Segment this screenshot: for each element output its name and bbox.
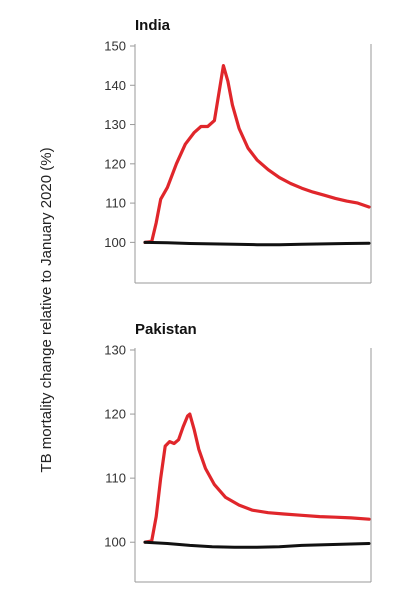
y-tick-label: 130	[104, 117, 126, 132]
panel-title: India	[135, 17, 171, 34]
panel-pakistan: Pakistan 100 110 120 130	[104, 321, 372, 583]
y-tick-label: 120	[104, 156, 126, 171]
y-tick-label: 150	[104, 39, 126, 54]
y-tick-label: 110	[105, 196, 126, 211]
series-line-black	[143, 240, 371, 247]
y-tick-label: 100	[104, 535, 126, 550]
y-tick-label: 140	[104, 78, 126, 93]
chart-panels: India 100 110 120 130 140 150 Pakistan 100 110 120…	[104, 17, 372, 583]
y-axis-label: TB mortality change relative to January …	[38, 147, 55, 472]
panel-india: India 100 110 120 130 140 150	[104, 17, 372, 284]
series-line-black	[143, 540, 371, 549]
panel-title: Pakistan	[135, 321, 197, 338]
y-tick-label: 110	[105, 471, 126, 486]
y-tick-label: 120	[104, 407, 126, 422]
y-tick-label: 100	[104, 235, 126, 250]
y-tick-label: 130	[104, 343, 126, 358]
series-line-red	[143, 63, 371, 244]
series-line-red	[143, 412, 371, 544]
